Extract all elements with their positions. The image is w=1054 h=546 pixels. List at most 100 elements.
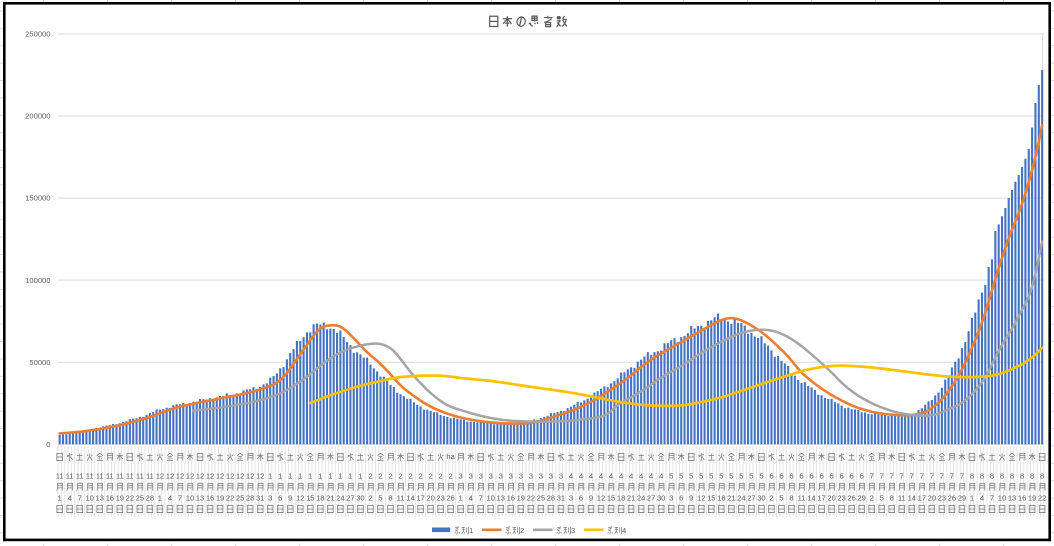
svg-text:27: 27	[647, 493, 655, 502]
svg-text:12: 12	[166, 471, 174, 480]
svg-text:2: 2	[449, 471, 453, 480]
svg-text:4: 4	[609, 471, 613, 480]
svg-text:5: 5	[709, 471, 713, 480]
svg-text:18: 18	[717, 493, 725, 502]
svg-text:17: 17	[918, 493, 926, 502]
svg-text:250000: 250000	[25, 30, 50, 39]
svg-text:4: 4	[569, 471, 573, 480]
svg-text:6: 6	[278, 493, 282, 502]
svg-text:22: 22	[1038, 493, 1046, 502]
svg-text:15: 15	[707, 493, 715, 502]
svg-text:1: 1	[58, 493, 62, 502]
svg-text:12: 12	[256, 471, 264, 480]
svg-text:8: 8	[1010, 471, 1014, 480]
svg-text:7: 7	[900, 471, 904, 480]
svg-text:1: 1	[298, 471, 302, 480]
svg-text:9: 9	[689, 493, 693, 502]
svg-text:28: 28	[547, 493, 555, 502]
svg-text:1: 1	[318, 471, 322, 480]
svg-text:6: 6	[809, 471, 813, 480]
svg-text:21: 21	[727, 493, 735, 502]
svg-text:6: 6	[829, 471, 833, 480]
svg-text:3: 3	[268, 493, 272, 502]
svg-text:1: 1	[308, 471, 312, 480]
svg-text:5: 5	[880, 493, 884, 502]
svg-text:7: 7	[178, 493, 182, 502]
svg-text:14: 14	[406, 493, 414, 502]
svg-text:1: 1	[288, 471, 292, 480]
svg-text:12: 12	[697, 493, 705, 502]
svg-text:20: 20	[928, 493, 936, 502]
svg-text:4: 4	[629, 471, 633, 480]
svg-text:25: 25	[236, 493, 244, 502]
svg-text:24: 24	[737, 493, 745, 502]
svg-text:200000: 200000	[25, 112, 50, 121]
svg-text:18: 18	[617, 493, 625, 502]
svg-text:0: 0	[46, 440, 50, 449]
svg-text:19: 19	[1028, 493, 1036, 502]
svg-text:13: 13	[497, 493, 505, 502]
svg-text:15: 15	[306, 493, 314, 502]
svg-text:7: 7	[990, 493, 994, 502]
svg-text:2: 2	[418, 471, 422, 480]
svg-text:7: 7	[78, 493, 82, 502]
svg-text:50000: 50000	[29, 358, 50, 367]
svg-text:18: 18	[316, 493, 324, 502]
svg-text:29: 29	[958, 493, 966, 502]
svg-text:20: 20	[827, 493, 835, 502]
svg-text:5: 5	[719, 471, 723, 480]
svg-text:4: 4	[579, 471, 583, 480]
svg-text:12: 12	[206, 471, 214, 480]
svg-text:1: 1	[469, 526, 473, 535]
svg-text:8: 8	[980, 471, 984, 480]
svg-text:1: 1	[328, 471, 332, 480]
svg-text:11: 11	[96, 471, 104, 480]
svg-text:8: 8	[388, 493, 392, 502]
svg-text:8: 8	[1000, 471, 1004, 480]
svg-text:26: 26	[948, 493, 956, 502]
svg-text:12: 12	[226, 471, 234, 480]
svg-text:23: 23	[436, 493, 444, 502]
svg-text:3: 3	[499, 471, 503, 480]
svg-text:25: 25	[537, 493, 545, 502]
svg-text:6: 6	[819, 471, 823, 480]
svg-text:7: 7	[890, 471, 894, 480]
svg-text:11: 11	[66, 471, 74, 480]
svg-text:11: 11	[116, 471, 124, 480]
svg-text:4: 4	[469, 493, 473, 502]
svg-text:6: 6	[579, 493, 583, 502]
svg-text:6: 6	[789, 471, 793, 480]
svg-text:8: 8	[1020, 471, 1024, 480]
svg-text:11: 11	[76, 471, 84, 480]
svg-text:27: 27	[747, 493, 755, 502]
svg-text:30: 30	[757, 493, 765, 502]
svg-text:3: 3	[549, 471, 553, 480]
svg-text:7: 7	[930, 471, 934, 480]
svg-text:5: 5	[689, 471, 693, 480]
svg-text:25: 25	[136, 493, 144, 502]
svg-text:11: 11	[798, 493, 806, 502]
svg-text:11: 11	[898, 493, 906, 502]
svg-text:24: 24	[336, 493, 344, 502]
svg-text:16: 16	[106, 493, 114, 502]
svg-text:11: 11	[106, 471, 114, 480]
svg-text:4: 4	[599, 471, 603, 480]
svg-text:5: 5	[739, 471, 743, 480]
svg-text:9: 9	[288, 493, 292, 502]
svg-text:22: 22	[126, 493, 134, 502]
svg-text:3: 3	[459, 471, 463, 480]
svg-text:8: 8	[890, 493, 894, 502]
svg-text:22: 22	[226, 493, 234, 502]
svg-text:30: 30	[356, 493, 364, 502]
svg-text:10: 10	[998, 493, 1006, 502]
svg-text:4: 4	[622, 526, 626, 535]
svg-text:12: 12	[597, 493, 605, 502]
svg-text:7: 7	[880, 471, 884, 480]
svg-text:11: 11	[136, 471, 144, 480]
svg-text:5: 5	[749, 471, 753, 480]
svg-text:13: 13	[196, 493, 204, 502]
svg-text:3: 3	[559, 471, 563, 480]
svg-text:28: 28	[246, 493, 254, 502]
svg-text:11: 11	[397, 493, 405, 502]
svg-text:3: 3	[509, 471, 513, 480]
